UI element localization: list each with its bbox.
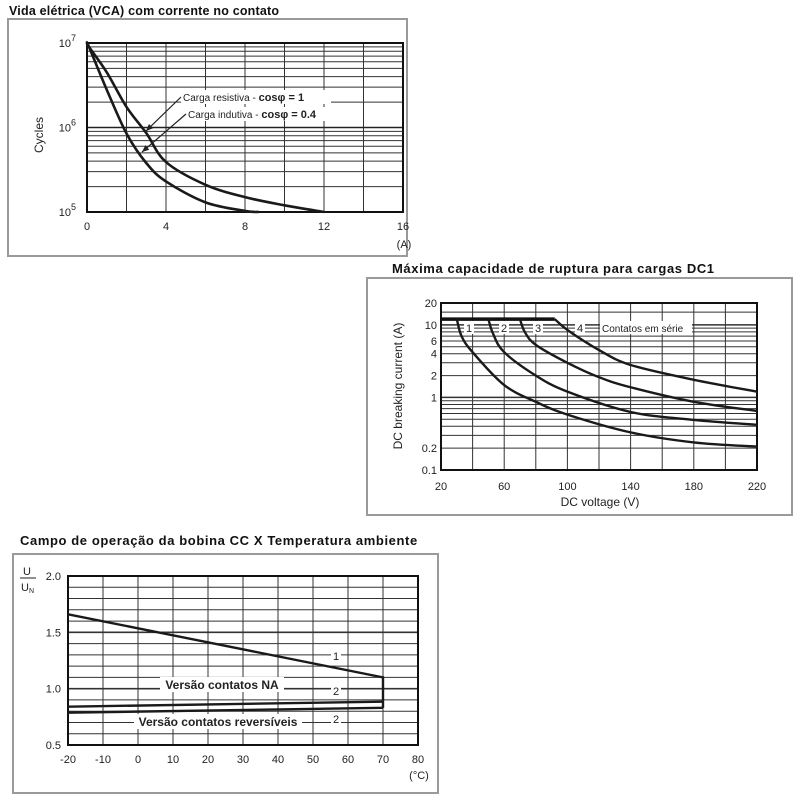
- chart2-series-label: 4: [577, 323, 583, 335]
- chart3-series-label: 2: [333, 714, 339, 726]
- chart2-series-label: 3: [535, 323, 541, 335]
- chart2-x-tick-label: 20: [435, 481, 447, 493]
- chart2-series-label: 2: [501, 323, 507, 335]
- chart2-plot-border: [440, 302, 758, 471]
- chart3-x-tick-label: -20: [60, 754, 76, 766]
- chart3-title: Campo de operação da bobina CC X Tempera…: [20, 533, 418, 548]
- chart3-series-label-bg: [331, 713, 341, 725]
- chart1-x-tick-label: 0: [84, 221, 90, 233]
- chart1-y-tick-label: 107: [59, 33, 76, 50]
- chart1-y-tick-label: 105: [59, 202, 76, 219]
- chart3-series-line-2: [67, 700, 384, 708]
- chart3-annotation-label: Versão contatos reversíveis: [139, 715, 298, 729]
- chart2-series-label-bg: [499, 321, 509, 334]
- chart3-plot-border: [67, 575, 419, 746]
- chart1-x-tick-label: 4: [163, 221, 169, 233]
- chart2-y-axis-label: DC breaking current (A): [391, 323, 405, 450]
- chart3-annotation-label: Versão contatos NA: [165, 678, 279, 692]
- chart3-series-label-bg: [331, 685, 341, 697]
- chart3-series-line-1: [67, 613, 385, 708]
- chart3-series-label: 2: [333, 686, 339, 698]
- chart2-series-line-3: [518, 318, 758, 413]
- chart1-x-tick-label: 12: [318, 221, 330, 233]
- chart3-y-axis-label-numerator: U: [23, 566, 31, 578]
- chart2-series-line-1: [455, 318, 758, 448]
- chart1-series-line-2: [85, 40, 259, 214]
- chart3-annotation-bg: [160, 677, 284, 692]
- chart1-title: Vida elétrica (VCA) com corrente no cont…: [9, 4, 280, 18]
- chart2-y-tick-label: 2: [431, 371, 437, 383]
- chart2-series-label-bg: [533, 321, 543, 334]
- chart3-x-tick-label: 20: [202, 754, 214, 766]
- chart1-x-axis-label: (A): [397, 239, 412, 251]
- chart3-x-tick-label: 10: [167, 754, 179, 766]
- chart2-y-tick-label: 0.1: [422, 465, 437, 477]
- chart3-series-label: 1: [333, 651, 339, 663]
- chart2-series-label: 1: [466, 323, 472, 335]
- chart1-frame: [7, 18, 408, 257]
- chart2-y-tick-label: 20: [425, 298, 437, 310]
- chart2-title: Máxima capacidade de ruptura para cargas…: [392, 261, 715, 276]
- chart3-y-tick-label: 0.5: [46, 740, 61, 752]
- chart1-annotation-label: Carga indutiva - cosφ = 0.4: [188, 109, 317, 121]
- chart3-frame: [12, 553, 439, 794]
- chart2-x-tick-label: 220: [748, 481, 766, 493]
- chart2-x-tick-label: 60: [498, 481, 510, 493]
- chart3-x-tick-label: 50: [307, 754, 319, 766]
- chart3-series-line-3: [67, 706, 384, 714]
- chart2-series-label-bg: [464, 321, 474, 334]
- chart1-arrowhead-icon: [146, 123, 154, 131]
- chart2-annotation: Contatos em série: [602, 324, 684, 335]
- chart3-x-tick-label: 0: [135, 754, 141, 766]
- chart2-x-tick-label: 180: [685, 481, 703, 493]
- chart1-plot: 0 4 8 12 16 107 106 105 (A) Cycles Carga resistiva…: [32, 33, 411, 251]
- chart3-x-tick-label: 30: [237, 754, 249, 766]
- chart1-arrowhead-icon: [142, 145, 150, 152]
- chart1-y-axis-label: Cycles: [32, 117, 46, 153]
- chart1-x-tick-label: 16: [397, 221, 409, 233]
- chart2-series-label-bg: [575, 321, 585, 334]
- chart3-x-tick-label: 70: [377, 754, 389, 766]
- chart3-plot: -20 -10 0 10 20 30 40 50 60 70 80 0.5 1.0 1.5 2.0 (°C) U…: [20, 566, 429, 782]
- chart2-y-tick-label: 4: [431, 349, 437, 361]
- chart2-x-axis-label: DC voltage (V): [561, 495, 640, 509]
- chart2-y-tick-label: 1: [431, 392, 437, 404]
- chart1-x-tick-label: 8: [242, 221, 248, 233]
- chart1-annotation-bg: [181, 90, 331, 104]
- chart1-annotation-arrow: [141, 113, 187, 153]
- chart1-annotation-arrow: [145, 96, 182, 132]
- chart2-x-tick-label: 100: [558, 481, 576, 493]
- chart3-x-tick-label: 40: [272, 754, 284, 766]
- chart3-x-tick-label: 60: [342, 754, 354, 766]
- chart2-series-line-4: [553, 318, 758, 393]
- chart3-x-tick-label: 80: [412, 754, 424, 766]
- chart3-y-tick-label: 1.0: [46, 684, 61, 696]
- chart2-annotation-bg: [600, 321, 692, 334]
- chart3-y-tick-label: 1.5: [46, 627, 61, 639]
- chart3-y-axis-label-denominator: UN: [21, 582, 34, 595]
- chart1-y-tick-label: 106: [59, 118, 76, 135]
- chart2-y-tick-label: 6: [431, 336, 437, 348]
- chart1-series-line-1: [85, 41, 325, 214]
- chart3-x-axis-label: (°C): [409, 770, 429, 782]
- chart3-x-tick-label: -10: [95, 754, 111, 766]
- chart2-x-tick-label: 140: [621, 481, 639, 493]
- chart3-series-label-bg: [331, 650, 341, 662]
- chart1-annotation-bg: [186, 107, 336, 121]
- chart2-frame: [366, 277, 793, 516]
- chart3-annotation-bg: [134, 714, 302, 729]
- chart1-annotation-label: Carga resistiva - cosφ = 1: [183, 92, 304, 104]
- chart3-y-tick-label: 2.0: [46, 571, 61, 583]
- chart2-series-line-2: [487, 318, 758, 426]
- chart2-y-tick-label: 0.2: [422, 443, 437, 455]
- chart2-y-tick-label: 10: [425, 320, 437, 332]
